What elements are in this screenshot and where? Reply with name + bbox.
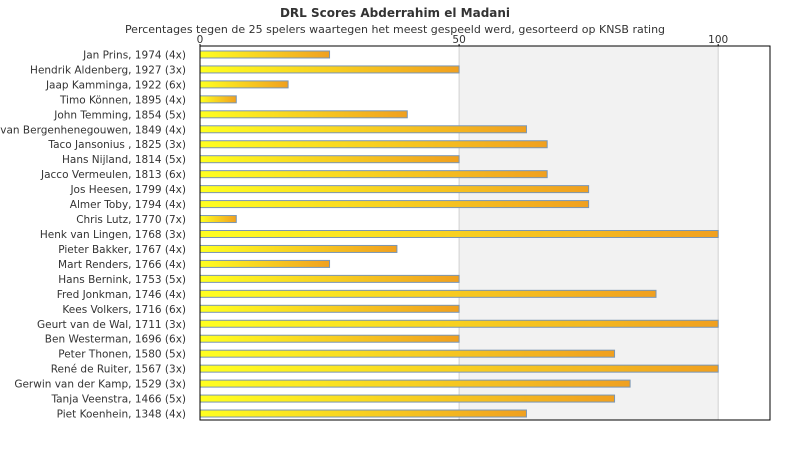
bar	[199, 334, 460, 343]
bar	[199, 65, 460, 74]
category-label: Fred Jonkman, 1746 (4x)	[57, 289, 186, 301]
chart-subtitle: Percentages tegen de 25 spelers waartege…	[125, 23, 665, 36]
tick-label: 0	[197, 34, 204, 46]
bar	[199, 50, 331, 59]
category-label: Piet Koenhein, 1348 (4x)	[57, 409, 186, 421]
bar	[199, 379, 631, 388]
bar	[199, 125, 527, 134]
category-label: Pieter Bakker, 1767 (4x)	[58, 244, 186, 256]
category-label: Jacco Vermeulen, 1813 (6x)	[40, 169, 186, 181]
category-label: Ben Westerman, 1696 (6x)	[45, 334, 186, 346]
bar	[199, 394, 616, 403]
bar	[199, 289, 657, 298]
category-label: Jan Prins, 1974 (4x)	[82, 49, 186, 61]
category-label: Hans van Bergenhenegouwen, 1849 (4x)	[0, 124, 186, 136]
category-label: Timo Können, 1895 (4x)	[59, 94, 186, 106]
category-label: Peter Thonen, 1580 (5x)	[58, 349, 186, 361]
bar	[199, 155, 460, 164]
tick-label: 100	[708, 34, 728, 46]
bar	[199, 274, 460, 283]
category-label: Henk van Lingen, 1768 (3x)	[40, 229, 186, 241]
bar	[199, 215, 237, 224]
bar	[199, 185, 590, 194]
bar	[199, 409, 527, 418]
bar	[199, 319, 719, 328]
category-label: Hendrik Aldenberg, 1927 (3x)	[30, 64, 186, 76]
category-label: Taco Jansonius , 1825 (3x)	[47, 139, 186, 151]
bar	[199, 304, 460, 313]
category-label: Kees Volkers, 1716 (6x)	[62, 304, 186, 316]
category-label: René de Ruiter, 1567 (3x)	[51, 364, 186, 376]
bar	[199, 364, 719, 373]
bar	[199, 230, 719, 238]
bar	[199, 244, 398, 253]
category-label: Gerwin van der Kamp, 1529 (3x)	[14, 379, 186, 391]
category-label: Jaap Kamminga, 1922 (6x)	[45, 79, 186, 91]
category-label: Hans Nijland, 1814 (5x)	[62, 154, 186, 166]
category-label: Mart Renders, 1766 (4x)	[58, 259, 186, 271]
category-label: Jos Heesen, 1799 (4x)	[69, 184, 186, 196]
category-label: Tanja Veenstra, 1466 (5x)	[50, 394, 186, 406]
bar	[199, 140, 548, 149]
tick-label: 50	[452, 34, 465, 46]
bar	[199, 95, 237, 104]
bar	[199, 170, 548, 179]
bar	[199, 349, 616, 358]
bar	[199, 80, 289, 89]
bar	[199, 259, 331, 268]
category-label: Chris Lutz, 1770 (7x)	[76, 214, 186, 226]
category-label: Hans Bernink, 1753 (5x)	[58, 274, 186, 286]
plot-frame	[199, 45, 771, 421]
category-label: John Temming, 1854 (5x)	[53, 109, 186, 121]
bar	[199, 110, 408, 119]
category-label: Almer Toby, 1794 (4x)	[70, 199, 186, 211]
bar	[199, 200, 590, 209]
chart-title: DRL Scores Abderrahim el Madani	[280, 6, 510, 20]
category-label: Geurt van de Wal, 1711 (3x)	[37, 319, 186, 331]
